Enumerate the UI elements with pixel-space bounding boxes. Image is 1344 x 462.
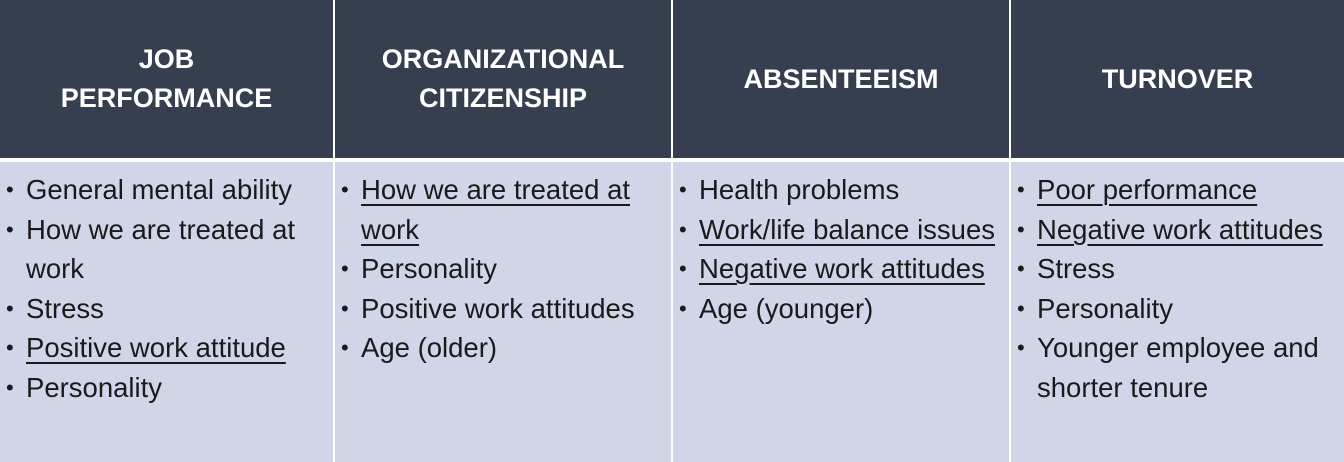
factor-item: Age (younger) bbox=[679, 289, 1005, 329]
factor-item: Personality bbox=[341, 249, 667, 289]
factor-text: Age (younger) bbox=[699, 292, 874, 324]
factor-text: How we are treated at work bbox=[26, 213, 296, 285]
column-divider bbox=[1009, 0, 1011, 158]
column-divider bbox=[1009, 162, 1011, 462]
factor-text: Stress bbox=[1037, 253, 1115, 284]
column-turnover: Poor performance Negative work attitudes S… bbox=[1011, 162, 1344, 462]
header-line: ORGANIZATIONAL bbox=[381, 44, 625, 74]
column-divider bbox=[671, 162, 673, 462]
factor-item: Personality bbox=[6, 368, 329, 408]
factor-item: Age (older) bbox=[341, 328, 667, 368]
factor-item: Personality bbox=[1017, 289, 1340, 329]
factor-item: How we are treated at work bbox=[6, 210, 329, 289]
column-job-performance: General mental ability How we are treated… bbox=[0, 162, 333, 462]
factor-text: Health problems bbox=[699, 174, 900, 205]
factor-item: Negative work attitudes bbox=[679, 249, 1005, 289]
factor-text: Personality bbox=[26, 371, 163, 403]
header-line: ABSENTEEISM bbox=[743, 63, 939, 94]
header-line: TURNOVER bbox=[1101, 63, 1254, 94]
factor-text: Work/life balance issues bbox=[699, 213, 996, 245]
factor-text: Negative work attitudes bbox=[1037, 213, 1323, 245]
factor-text: Positive work attitude bbox=[26, 332, 286, 363]
header-turnover: TURNOVER bbox=[1011, 0, 1344, 158]
factor-item: Positive work attitude bbox=[6, 328, 329, 368]
factor-item: General mental ability bbox=[6, 170, 329, 210]
factor-item: Poor performance bbox=[1017, 170, 1340, 210]
factor-item: Work/life balance issues bbox=[679, 210, 1005, 250]
factor-text: How we are treated at work bbox=[361, 174, 631, 245]
header-absenteeism: ABSENTEEISM bbox=[673, 0, 1009, 158]
column-divider bbox=[671, 0, 673, 158]
factor-item: Stress bbox=[6, 289, 329, 329]
header-job-performance: JOB PERFORMANCE bbox=[0, 0, 333, 158]
factor-item: Stress bbox=[1017, 249, 1340, 289]
factor-text: Personality bbox=[1037, 292, 1174, 324]
factor-text: Poor performance bbox=[1037, 174, 1258, 205]
factor-list: Health problems Work/life balance issues N… bbox=[679, 170, 1005, 328]
factor-text: Positive work attitudes bbox=[361, 292, 635, 324]
factor-item: How we are treated at work bbox=[341, 170, 667, 249]
factor-text: General mental ability bbox=[26, 174, 292, 205]
factor-text: Personality bbox=[361, 253, 498, 284]
header-divider bbox=[0, 158, 1344, 162]
factor-text: Age (older) bbox=[361, 332, 498, 363]
factor-item: Positive work attitudes bbox=[341, 289, 667, 329]
header-organizational-citizenship: ORGANIZATIONAL CITIZENSHIP bbox=[335, 0, 671, 158]
column-absenteeism: Health problems Work/life balance issues N… bbox=[673, 162, 1009, 462]
factor-list: General mental ability How we are treated… bbox=[6, 170, 329, 407]
header-line: JOB bbox=[138, 44, 195, 74]
column-divider bbox=[333, 162, 335, 462]
factor-list: How we are treated at work Personality Pos… bbox=[341, 170, 667, 368]
column-divider bbox=[333, 0, 335, 158]
factor-item: Health problems bbox=[679, 170, 1005, 210]
header-line: PERFORMANCE bbox=[60, 83, 273, 113]
factor-text: Stress bbox=[26, 292, 104, 324]
factor-item: Negative work attitudes bbox=[1017, 210, 1340, 250]
header-line: CITIZENSHIP bbox=[418, 83, 587, 113]
column-organizational-citizenship: How we are treated at work Personality Pos… bbox=[335, 162, 671, 462]
factor-text: Negative work attitudes bbox=[699, 253, 985, 284]
factor-text: Younger employee and shorter tenure bbox=[1037, 332, 1319, 403]
factor-item: Younger employee and shorter tenure bbox=[1017, 328, 1340, 407]
factor-list: Poor performance Negative work attitudes S… bbox=[1017, 170, 1340, 407]
